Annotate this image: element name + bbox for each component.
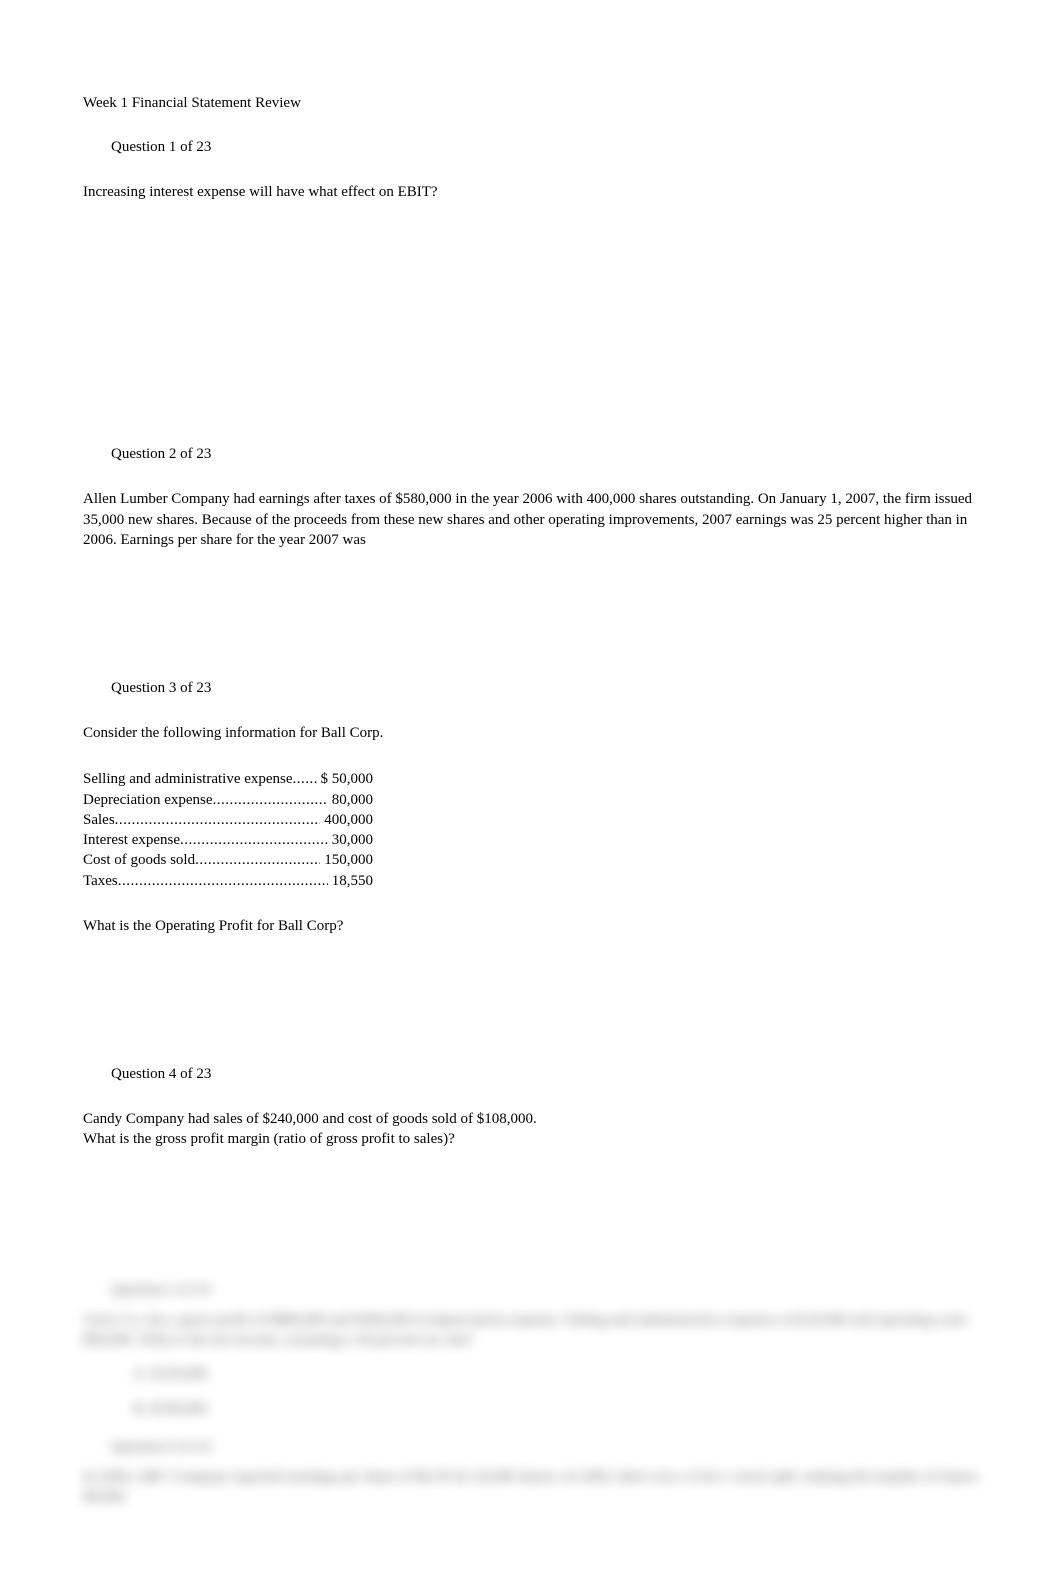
row-value: 150,000: [320, 850, 373, 870]
row-dots: [293, 769, 317, 789]
blurred-answer-a: A. $120,000: [133, 1364, 979, 1384]
row-dots: [195, 850, 320, 870]
table-row: Selling and administrative expense $ 50,…: [83, 769, 373, 789]
row-value: 30,000: [328, 830, 373, 850]
row-label: Taxes: [83, 871, 118, 891]
question-4-line2: What is the gross profit margin (ratio o…: [83, 1129, 979, 1149]
row-label: Sales: [83, 810, 115, 830]
row-value: 80,000: [328, 790, 373, 810]
question-2-text: Allen Lumber Company had earnings after …: [83, 489, 979, 550]
question-3-header: Question 3 of 23: [111, 680, 979, 697]
question-3-question: What is the Operating Profit for Ball Co…: [83, 916, 979, 936]
table-row: Cost of goods sold 150,000: [83, 850, 373, 870]
table-row: Taxes 18,550: [83, 871, 373, 891]
blurred-q5-header: Question 5 of 23: [111, 1280, 979, 1300]
table-row: Sales 400,000: [83, 810, 373, 830]
financial-table: Selling and administrative expense $ 50,…: [83, 769, 979, 891]
row-value: 400,000: [320, 810, 373, 830]
row-label: Selling and administrative expense: [83, 769, 293, 789]
row-dots: [118, 871, 328, 891]
question-3-intro: Consider the following information for B…: [83, 723, 979, 743]
blurred-q6-text: In 2004, ABC Company reported earnings p…: [83, 1467, 979, 1508]
question-2-header: Question 2 of 23: [111, 446, 979, 463]
question-1-text: Increasing interest expense will have wh…: [83, 182, 979, 202]
document-title: Week 1 Financial Statement Review: [83, 95, 979, 112]
row-value: $ 50,000: [317, 769, 374, 789]
question-4-header: Question 4 of 23: [111, 1066, 979, 1083]
row-dots: [180, 830, 328, 850]
row-dots: [115, 810, 321, 830]
question-1-header: Question 1 of 23: [111, 139, 979, 156]
question-4-line1: Candy Company had sales of $240,000 and …: [83, 1109, 979, 1129]
row-label: Depreciation expense: [83, 790, 213, 810]
row-value: 18,550: [328, 871, 373, 891]
row-dots: [213, 790, 328, 810]
blurred-q6-header: Question 6 of 23: [111, 1437, 979, 1457]
blurred-answer-b: B. $190,000: [133, 1399, 979, 1419]
blurred-q5-text: Gerry Co. has a gross profit of $880,000…: [83, 1310, 979, 1351]
blurred-preview: Question 5 of 23 Gerry Co. has a gross p…: [83, 1280, 979, 1508]
table-row: Depreciation expense 80,000: [83, 790, 373, 810]
row-label: Interest expense: [83, 830, 180, 850]
row-label: Cost of goods sold: [83, 850, 195, 870]
table-row: Interest expense 30,000: [83, 830, 373, 850]
